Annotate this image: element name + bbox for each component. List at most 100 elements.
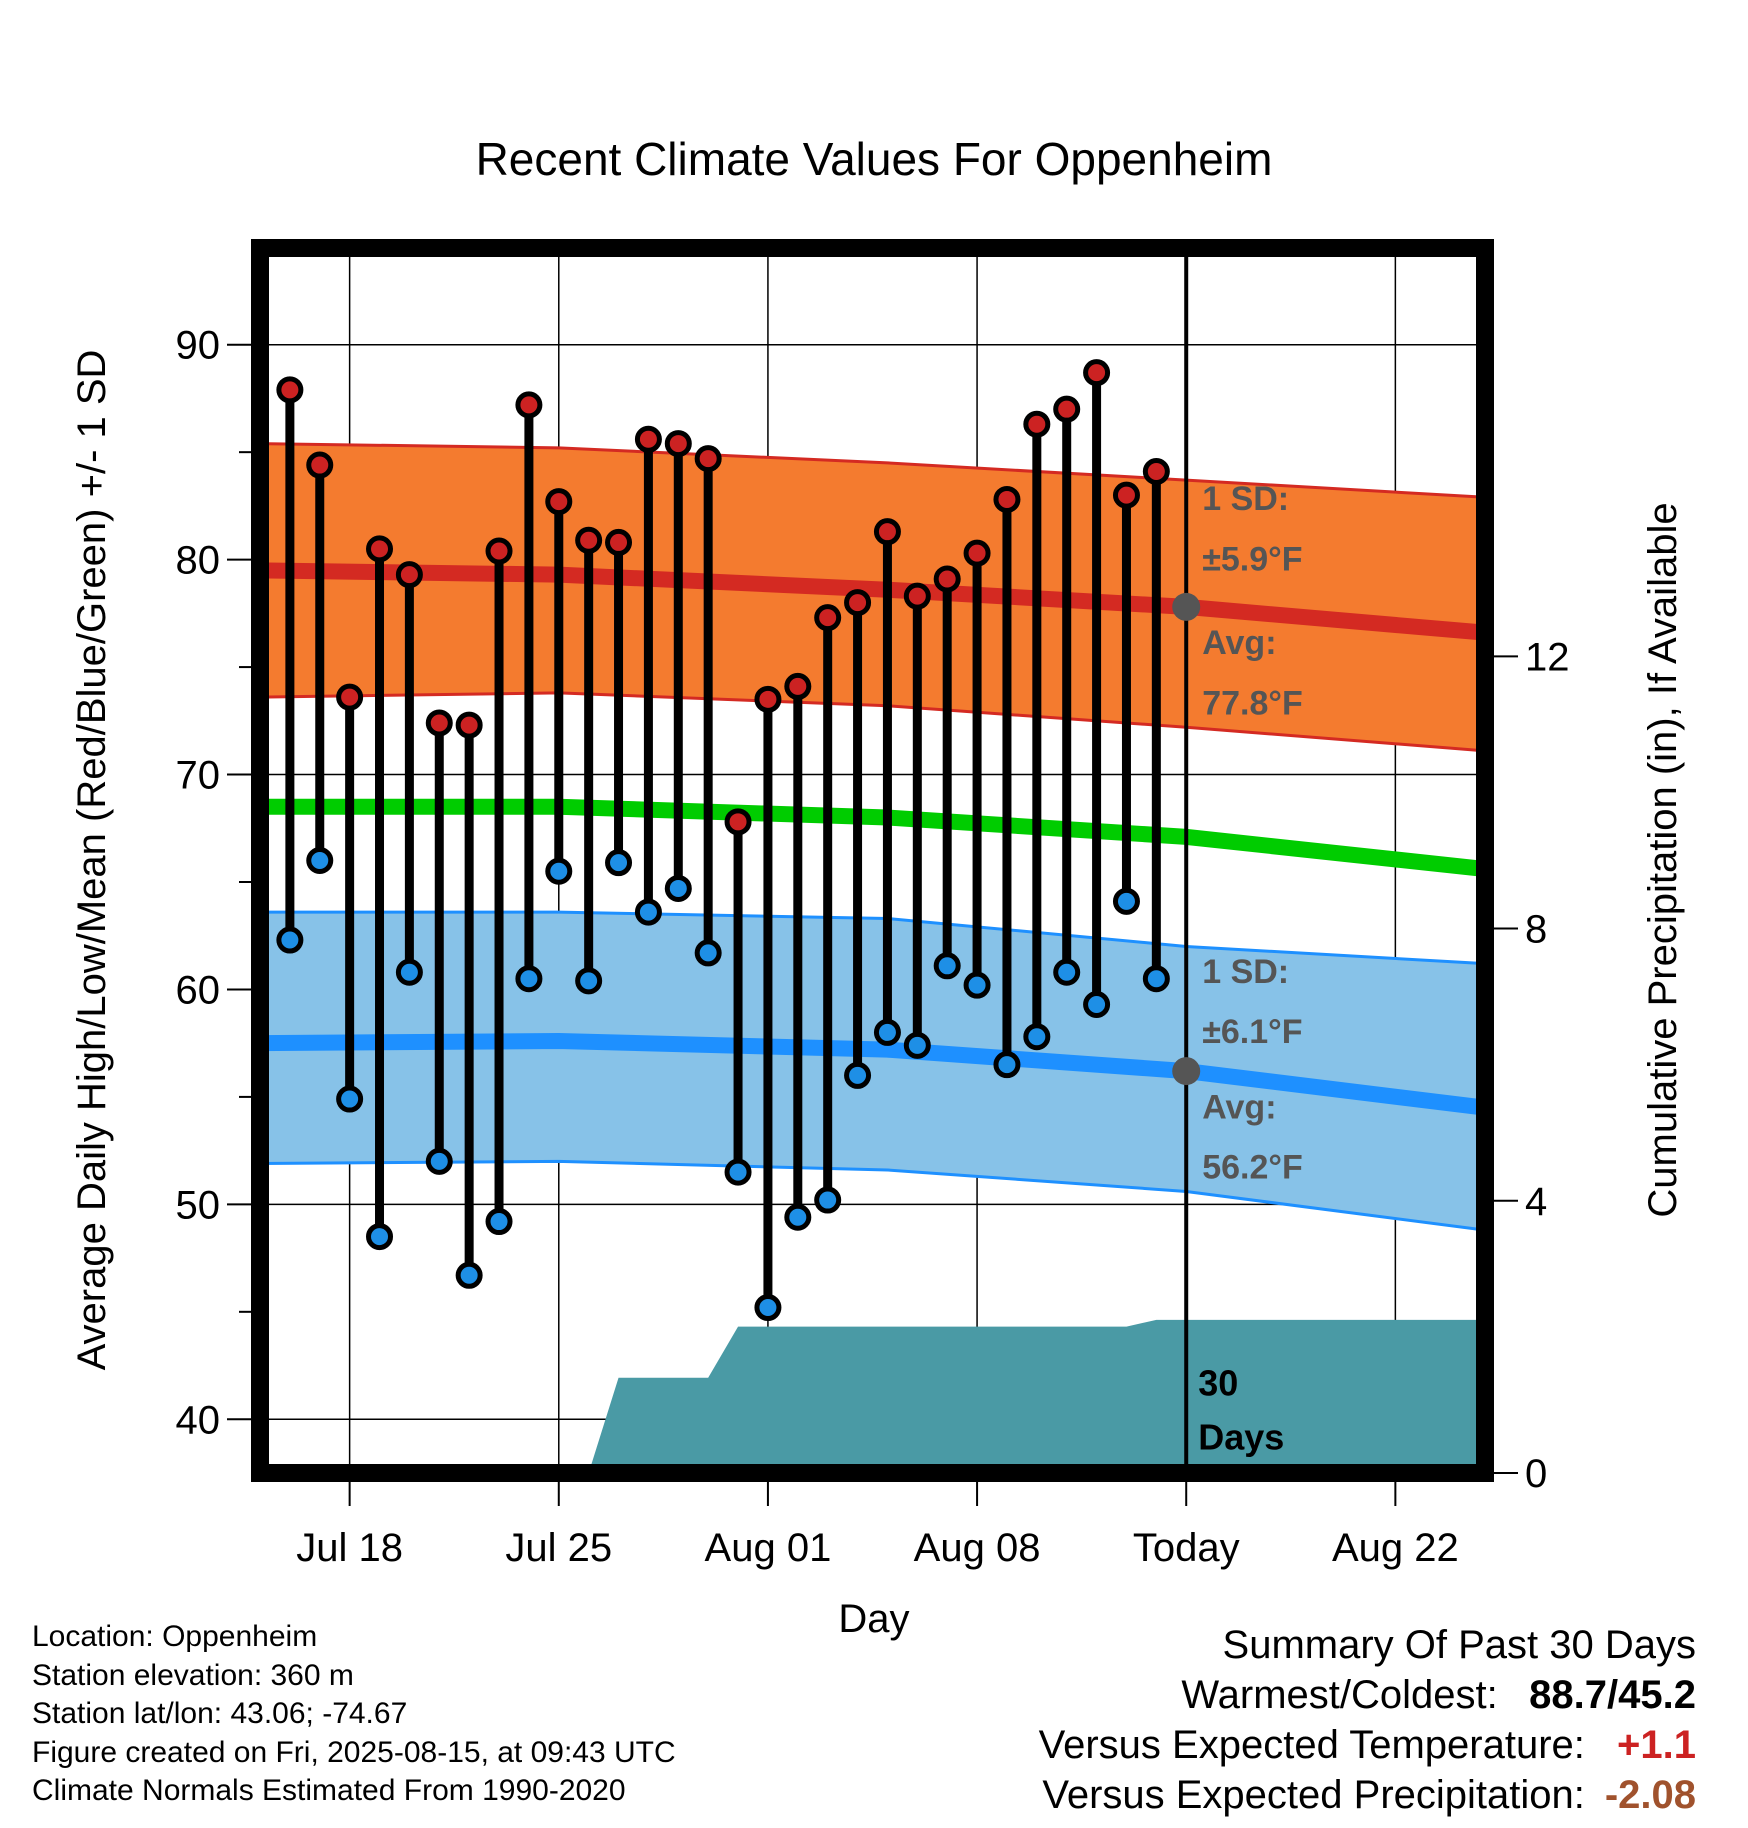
y-tick-label: 90 bbox=[176, 324, 221, 368]
obs-low-point bbox=[545, 857, 573, 885]
x-tick-label: Aug 08 bbox=[914, 1526, 1041, 1570]
axes: 40 50 60 70 80 90 0 4 8 12 Jul 18 Jul 25 Aug 01 Aug 0… bbox=[176, 324, 1570, 1570]
obs-low-point bbox=[515, 965, 543, 993]
obs-low-point bbox=[1023, 1023, 1051, 1051]
observation-marks bbox=[276, 248, 1201, 1473]
y-tick-label: 60 bbox=[176, 968, 221, 1012]
obs-low-point bbox=[993, 1051, 1021, 1079]
obs-high-point bbox=[395, 561, 423, 589]
obs-high-point bbox=[634, 425, 662, 453]
precip-value: -2.08 bbox=[1604, 1773, 1696, 1817]
high-sd-band bbox=[260, 443, 1485, 751]
y-axis-label: Average Daily High/Low/Mean (Red/Blue/Gr… bbox=[70, 350, 114, 1371]
low-sd-label: 1 SD: bbox=[1202, 953, 1289, 991]
obs-low-point bbox=[605, 849, 633, 877]
y-tick-label: 40 bbox=[176, 1398, 221, 1442]
obs-high-point bbox=[515, 391, 543, 419]
high-sd-value: ±5.9°F bbox=[1202, 540, 1302, 578]
warm-cold-value: 88.7/45.2 bbox=[1529, 1673, 1696, 1717]
obs-low-point bbox=[784, 1203, 812, 1231]
obs-high-point bbox=[575, 526, 603, 554]
high-avg-label: Avg: bbox=[1202, 624, 1276, 662]
obs-high-point bbox=[336, 683, 364, 711]
obs-high-point bbox=[814, 604, 842, 632]
chart-title: Recent Climate Values For Oppenheim bbox=[476, 133, 1273, 185]
obs-high-point bbox=[306, 451, 334, 479]
obs-high-point bbox=[1083, 359, 1111, 387]
obs-low-point bbox=[455, 1261, 483, 1289]
low-avg-line bbox=[260, 1033, 1485, 1116]
low-avg-label: Avg: bbox=[1202, 1088, 1276, 1126]
obs-low-point bbox=[963, 971, 991, 999]
obs-high-point bbox=[1142, 458, 1170, 486]
precip-label-2: Days bbox=[1198, 1416, 1284, 1457]
high-sd-band-upper-edge bbox=[260, 442, 1485, 499]
plot-frame bbox=[251, 239, 1494, 1482]
low-avg-value: 56.2°F bbox=[1202, 1149, 1303, 1187]
obs-high-point bbox=[545, 488, 573, 516]
obs-low-point bbox=[1083, 990, 1111, 1018]
obs-high-point bbox=[784, 672, 812, 700]
obs-high-point bbox=[485, 537, 513, 565]
y-tick-label: 70 bbox=[176, 754, 221, 798]
obs-low-point bbox=[844, 1061, 872, 1089]
today-high-avg-marker bbox=[1172, 592, 1201, 621]
obs-high-point bbox=[1112, 481, 1140, 509]
obs-high-point bbox=[366, 535, 394, 563]
plot-area: 1 SD: ±5.9°F Avg: 77.8°F 1 SD: ±6.1°F Avg: 56.2… bbox=[251, 239, 1494, 1482]
obs-low-point bbox=[814, 1186, 842, 1214]
obs-high-point bbox=[754, 685, 782, 713]
y2-tick-label: 12 bbox=[1525, 635, 1570, 679]
obs-high-point bbox=[455, 711, 483, 739]
obs-low-point bbox=[754, 1294, 782, 1322]
y2-axis-label: Cumulative Precipitation (in), If Availa… bbox=[1641, 502, 1685, 1217]
summary-precip: Versus Expected Precipitation: -2.08 bbox=[1039, 1770, 1696, 1820]
y-tick-label: 80 bbox=[176, 539, 221, 583]
precip-label: Versus Expected Precipitation: bbox=[1042, 1773, 1585, 1817]
obs-high-point bbox=[694, 445, 722, 473]
obs-low-point bbox=[575, 967, 603, 995]
obs-high-point bbox=[724, 808, 752, 836]
elevation-text: Station elevation: 360 m bbox=[32, 1658, 354, 1692]
obs-low-point bbox=[366, 1223, 394, 1251]
obs-low-point bbox=[425, 1147, 453, 1175]
low-sd-band bbox=[260, 912, 1485, 1231]
station-info: Location: Oppenheim Station elevation: 3… bbox=[32, 1618, 676, 1811]
obs-low-point bbox=[1053, 958, 1081, 986]
precip-area bbox=[588, 1319, 1485, 1473]
x-tick-label: Jul 25 bbox=[505, 1526, 612, 1570]
x-tick-label: Aug 22 bbox=[1332, 1526, 1459, 1570]
obs-low-point bbox=[395, 958, 423, 986]
location-text: Location: Oppenheim bbox=[32, 1620, 318, 1653]
temp-value: +1.1 bbox=[1617, 1723, 1696, 1767]
summary-warm-cold: Warmest/Coldest: 88.7/45.2 bbox=[1039, 1670, 1696, 1720]
obs-high-point bbox=[664, 430, 692, 458]
x-axis-label: Day bbox=[838, 1597, 909, 1641]
x-tick-label: Jul 18 bbox=[296, 1526, 403, 1570]
high-avg-value: 77.8°F bbox=[1202, 684, 1303, 722]
summary-temp: Versus Expected Temperature: +1.1 bbox=[1039, 1720, 1696, 1770]
obs-low-point bbox=[1142, 965, 1170, 993]
normals-text: Climate Normals Estimated From 1990-2020 bbox=[32, 1774, 626, 1807]
summary-panel: Summary Of Past 30 Days Warmest/Coldest:… bbox=[1039, 1620, 1696, 1820]
obs-high-point bbox=[605, 528, 633, 556]
obs-low-point bbox=[276, 926, 304, 954]
y2-tick-label: 4 bbox=[1525, 1180, 1547, 1224]
precip-label-1: 30 bbox=[1198, 1363, 1238, 1404]
obs-low-point bbox=[933, 952, 961, 980]
obs-low-point bbox=[634, 898, 662, 926]
obs-high-point bbox=[276, 376, 304, 404]
obs-high-point bbox=[844, 589, 872, 617]
obs-low-point bbox=[1112, 887, 1140, 915]
y2-tick-label: 0 bbox=[1525, 1452, 1547, 1496]
obs-high-point bbox=[873, 518, 901, 546]
obs-high-point bbox=[425, 709, 453, 737]
obs-low-point bbox=[306, 847, 334, 874]
obs-high-point bbox=[1053, 395, 1081, 423]
x-tick-label: Today bbox=[1133, 1526, 1240, 1570]
y-tick-label: 50 bbox=[176, 1183, 221, 1227]
obs-low-point bbox=[873, 1018, 901, 1046]
obs-high-point bbox=[903, 582, 931, 610]
obs-low-point bbox=[664, 874, 692, 902]
